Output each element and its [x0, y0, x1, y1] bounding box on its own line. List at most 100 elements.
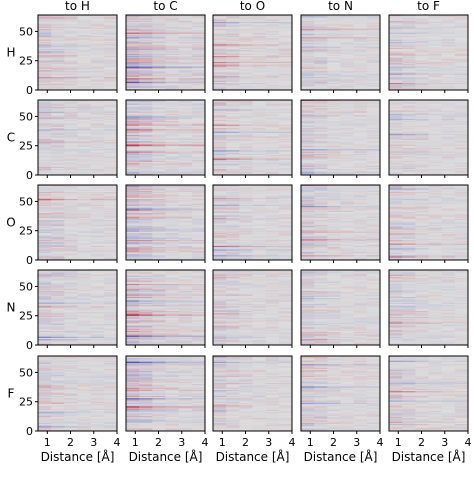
heatmap-cell: [90, 189, 105, 192]
heatmap-cell: [64, 144, 78, 146]
heatmap-cell: [278, 202, 293, 205]
heatmap-cell: [265, 248, 280, 250]
heatmap-cell: [64, 240, 78, 242]
heatmap-cell: [265, 15, 280, 17]
heatmap-cell: [165, 217, 180, 220]
heatmap-cell: [428, 61, 443, 64]
heatmap-cell: [428, 30, 443, 32]
heatmap-cell: [64, 229, 78, 231]
heatmap-cell: [64, 251, 78, 254]
heatmap-cell: [152, 221, 166, 223]
heatmap-cell: [126, 48, 140, 51]
heatmap-cell: [226, 231, 240, 234]
heatmap-cell: [441, 163, 456, 165]
heatmap-cell: [152, 254, 166, 256]
heatmap-cell: [252, 210, 267, 213]
heatmap-cell: [178, 52, 193, 54]
heatmap-cell: [340, 39, 355, 42]
heatmap-cell: [38, 78, 52, 80]
heatmap-cell: [90, 86, 105, 88]
heatmap-cell: [353, 164, 368, 166]
heatmap-cell: [389, 116, 403, 118]
heatmap-cell: [90, 211, 105, 214]
heatmap-cell: [226, 41, 240, 44]
heatmap-cell: [265, 118, 280, 121]
heatmap-cell: [327, 34, 341, 37]
heatmap-cell: [191, 100, 206, 102]
heatmap-cell: [327, 126, 341, 129]
heatmap-cell: [402, 60, 416, 63]
heatmap-cell: [165, 40, 180, 43]
heatmap-cell: [178, 224, 193, 227]
heatmap-cell: [51, 102, 65, 104]
heatmap-cell: [265, 152, 280, 155]
heatmap-cell: [77, 105, 92, 108]
heatmap-cell: [139, 40, 153, 43]
heatmap-cell: [301, 139, 315, 142]
heatmap-cell: [77, 26, 92, 29]
heatmap-cell: [327, 102, 341, 104]
heatmap-cell: [454, 39, 469, 42]
heatmap-cell: [152, 213, 166, 215]
heatmap-cell: [301, 59, 315, 61]
heatmap-cell: [301, 19, 315, 22]
heatmap-cell: [441, 157, 456, 159]
heatmap-cell: [103, 110, 118, 113]
heatmap-cell: [213, 137, 227, 139]
heatmap-cell: [152, 202, 166, 205]
heatmap-cell: [191, 223, 206, 226]
heatmap-cell: [103, 170, 118, 172]
heatmap-cell: [428, 155, 443, 157]
heatmap-cell: [278, 199, 293, 201]
heatmap-cell: [152, 148, 166, 150]
heatmap-cell: [366, 118, 381, 121]
heatmap-cell: [327, 100, 341, 102]
heatmap-cell: [77, 195, 92, 198]
heatmap-cell: [90, 157, 105, 159]
heatmap-cell: [152, 29, 166, 31]
heatmap-cell: [38, 119, 52, 122]
heatmap-cell: [314, 22, 328, 24]
heatmap-cell: [226, 229, 240, 231]
heatmap-cell: [340, 102, 355, 104]
heatmap-cell: [103, 16, 118, 18]
heatmap-cell: [226, 210, 240, 213]
heatmap-cell: [77, 100, 92, 102]
heatmap-cell: [265, 215, 280, 217]
heatmap-cell: [64, 171, 78, 173]
heatmap-cell: [340, 81, 355, 84]
heatmap-cell: [252, 196, 267, 199]
heatmap-cell: [265, 23, 280, 25]
heatmap-cell: [454, 33, 469, 36]
heatmap-cell: [454, 74, 469, 77]
heatmap-cell: [126, 222, 140, 224]
heatmap-cell: [139, 257, 153, 260]
heatmap-cell: [77, 77, 92, 79]
heatmap-cell: [278, 157, 293, 159]
heatmap-cell: [428, 68, 443, 71]
heatmap-cell: [51, 248, 65, 250]
heatmap-cell: [191, 22, 206, 24]
heatmap-cell: [213, 59, 227, 61]
heatmap-cell: [252, 240, 267, 242]
heatmap-cell: [278, 131, 293, 134]
heatmap-cell: [314, 122, 328, 124]
heatmap-cell: [178, 116, 193, 118]
heatmap-cell: [38, 166, 52, 169]
heatmap-cell: [402, 170, 416, 172]
heatmap-cell: [226, 149, 240, 151]
heatmap-cell: [90, 48, 105, 51]
heatmap-cell: [454, 37, 469, 39]
heatmap-cell: [428, 71, 443, 73]
heatmap-cell: [252, 215, 267, 217]
heatmap-cell: [402, 30, 416, 32]
heatmap-cell: [265, 87, 280, 90]
heatmap-cell: [301, 29, 315, 31]
heatmap-cell: [77, 187, 92, 189]
heatmap-cell: [213, 104, 227, 107]
heatmap-cell: [340, 33, 355, 36]
heatmap-cell: [139, 194, 153, 196]
heatmap-cell: [64, 238, 78, 241]
heatmap-cell: [38, 152, 52, 155]
heatmap-cell: [402, 51, 416, 53]
